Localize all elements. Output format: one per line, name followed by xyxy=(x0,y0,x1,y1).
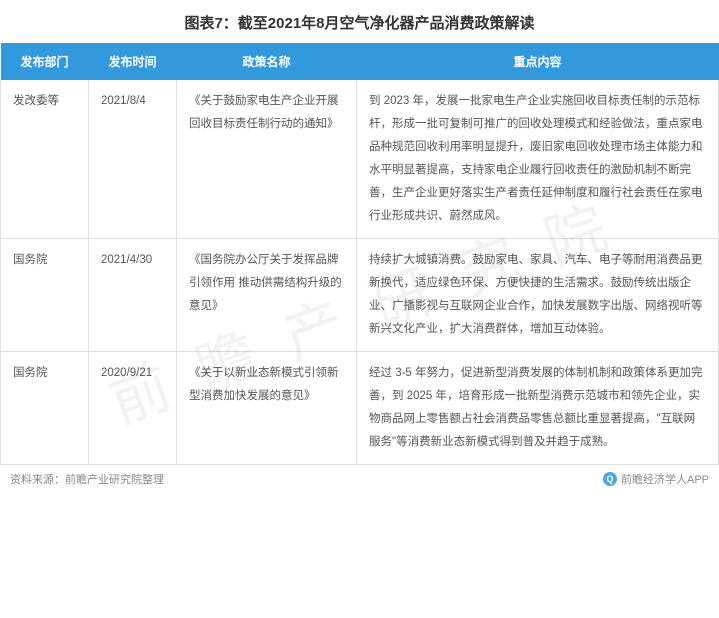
footer: 资料来源：前瞻产业研究院整理 Q 前瞻经济学人APP xyxy=(0,465,719,487)
header-content: 重点内容 xyxy=(357,43,719,80)
cell-dept: 国务院 xyxy=(1,352,89,465)
table-row: 国务院 2021/4/30 《国务院办公厅关于发挥品牌引领作用 推动供需结构升级… xyxy=(1,239,719,352)
cell-content: 经过 3-5 年努力，促进新型消费发展的体制机制和政策体系更加完善，到 2025… xyxy=(357,352,719,465)
header-policy: 政策名称 xyxy=(177,43,357,80)
cell-content: 到 2023 年，发展一批家电生产企业实施回收目标责任制的示范标杆，形成一批可复… xyxy=(357,80,719,239)
table-header-row: 发布部门 发布时间 政策名称 重点内容 xyxy=(1,43,719,80)
policy-table: 发布部门 发布时间 政策名称 重点内容 发改委等 2021/8/4 《关于鼓励家… xyxy=(0,43,719,465)
chart-title: 图表7：截至2021年8月空气净化器产品消费政策解读 xyxy=(0,0,719,43)
brand-logo-icon: Q xyxy=(603,472,617,486)
footer-source: 资料来源：前瞻产业研究院整理 xyxy=(10,471,164,487)
footer-brand-text: 前瞻经济学人APP xyxy=(621,471,709,487)
header-date: 发布时间 xyxy=(89,43,177,80)
cell-policy: 《国务院办公厅关于发挥品牌引领作用 推动供需结构升级的意见》 xyxy=(177,239,357,352)
cell-date: 2021/8/4 xyxy=(89,80,177,239)
header-dept: 发布部门 xyxy=(1,43,89,80)
cell-dept: 发改委等 xyxy=(1,80,89,239)
cell-date: 2021/4/30 xyxy=(89,239,177,352)
cell-dept: 国务院 xyxy=(1,239,89,352)
cell-content: 持续扩大城镇消费。鼓励家电、家具、汽车、电子等耐用消费品更新换代，适应绿色环保、… xyxy=(357,239,719,352)
footer-brand: Q 前瞻经济学人APP xyxy=(603,471,709,487)
table-row: 国务院 2020/9/21 《关于以新业态新模式引领新型消费加快发展的意见》 经… xyxy=(1,352,719,465)
cell-policy: 《关于以新业态新模式引领新型消费加快发展的意见》 xyxy=(177,352,357,465)
cell-date: 2020/9/21 xyxy=(89,352,177,465)
cell-policy: 《关于鼓励家电生产企业开展回收目标责任制行动的通知》 xyxy=(177,80,357,239)
table-row: 发改委等 2021/8/4 《关于鼓励家电生产企业开展回收目标责任制行动的通知》… xyxy=(1,80,719,239)
